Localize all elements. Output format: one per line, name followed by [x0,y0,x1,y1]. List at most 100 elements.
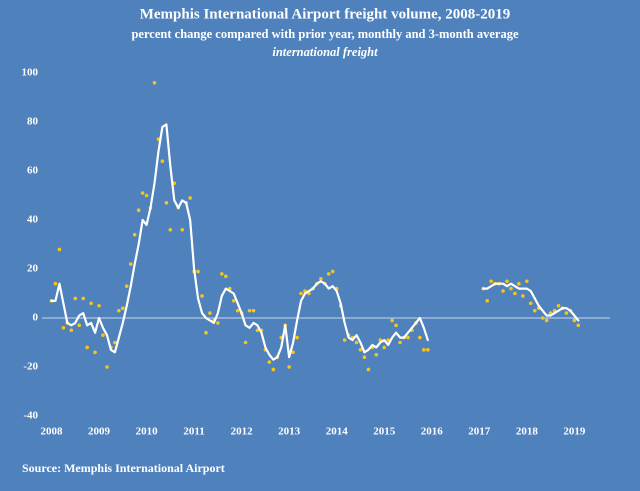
data-point [374,352,379,357]
data-point [418,335,422,340]
x-tick-label: 2019 [563,426,586,438]
data-point [200,294,204,298]
y-tick-label: -20 [23,361,38,373]
data-point [382,345,387,350]
data-point [101,333,105,337]
data-point [124,284,129,288]
x-tick-label: 2012 [231,426,254,438]
data-point [528,301,533,306]
x-tick-label: 2016 [421,426,444,438]
data-point [69,328,74,333]
source-note: Source: Memphis International Airport [22,461,225,475]
data-point [204,330,208,335]
x-tick-label: 2015 [373,426,396,438]
average-line [50,123,580,361]
x-tick-label: 2010 [136,426,159,438]
data-point [326,272,331,276]
data-point [366,367,371,372]
x-tick-label: 2017 [468,426,491,438]
data-point [85,345,89,350]
data-point [196,269,200,274]
data-point [390,318,394,323]
data-point [544,318,549,323]
data-point [489,279,493,284]
y-tick-label: 100 [22,67,39,79]
data-point [564,311,569,315]
data-point [406,335,410,340]
data-point [271,367,276,372]
data-point [121,306,125,311]
data-point [426,348,430,352]
data-point [354,340,359,345]
data-point [255,328,260,333]
y-tick-label: 60 [27,165,39,177]
data-point [251,308,256,313]
data-point [243,340,248,345]
y-tick-label: -40 [23,410,38,422]
x-tick-label: 2018 [516,426,539,438]
data-point [231,299,236,303]
data-point [398,340,402,345]
data-point [509,286,513,291]
data-point [61,326,66,330]
data-point [208,311,212,315]
data-point [525,279,529,284]
data-point [330,269,335,274]
data-point [287,365,291,369]
data-point [216,321,220,325]
data-point [485,299,490,303]
data-point [521,294,525,298]
chart-title: Memphis International Airport freight vo… [140,6,511,22]
y-tick-label: 40 [27,214,39,226]
data-point [517,281,521,286]
data-point [89,301,93,306]
data-point [220,272,224,276]
data-point [164,201,169,205]
data-point [532,308,537,313]
data-point [81,296,86,301]
data-point [77,323,82,328]
data-point [168,228,173,232]
data-point [160,159,165,163]
data-point [93,350,97,355]
y-tick-label: 20 [27,263,39,275]
data-point [97,303,101,308]
data-point [422,348,426,352]
data-point [128,262,133,266]
chart-subtitle: international freight [272,45,378,59]
data-point [113,340,117,345]
data-point [358,348,363,352]
data-point [394,323,398,328]
data-point [57,247,62,252]
data-point [144,193,149,198]
data-point [295,335,299,340]
x-tick-label: 2009 [88,426,111,438]
y-tick-label: 0 [33,312,39,324]
chart-subtitle: percent change compared with prior year,… [131,27,518,41]
data-point [188,196,192,200]
data-point [132,232,137,237]
x-tick-label: 2011 [183,426,204,438]
data-point [152,81,157,85]
data-point [556,303,561,308]
data-point [224,274,228,279]
data-point [235,308,240,313]
x-tick-label: 2014 [326,426,349,438]
y-tick-label: 80 [27,116,39,128]
x-tick-label: 2013 [278,426,301,438]
data-point [342,338,347,342]
data-point [136,208,141,212]
data-point [576,323,581,328]
data-point [362,355,367,360]
data-point [572,318,577,323]
data-point [386,338,390,342]
x-tick-label: 2008 [41,426,64,438]
data-point [540,316,545,320]
data-point [53,281,58,286]
data-point [291,350,295,355]
data-point [73,296,78,301]
data-point [267,360,272,364]
